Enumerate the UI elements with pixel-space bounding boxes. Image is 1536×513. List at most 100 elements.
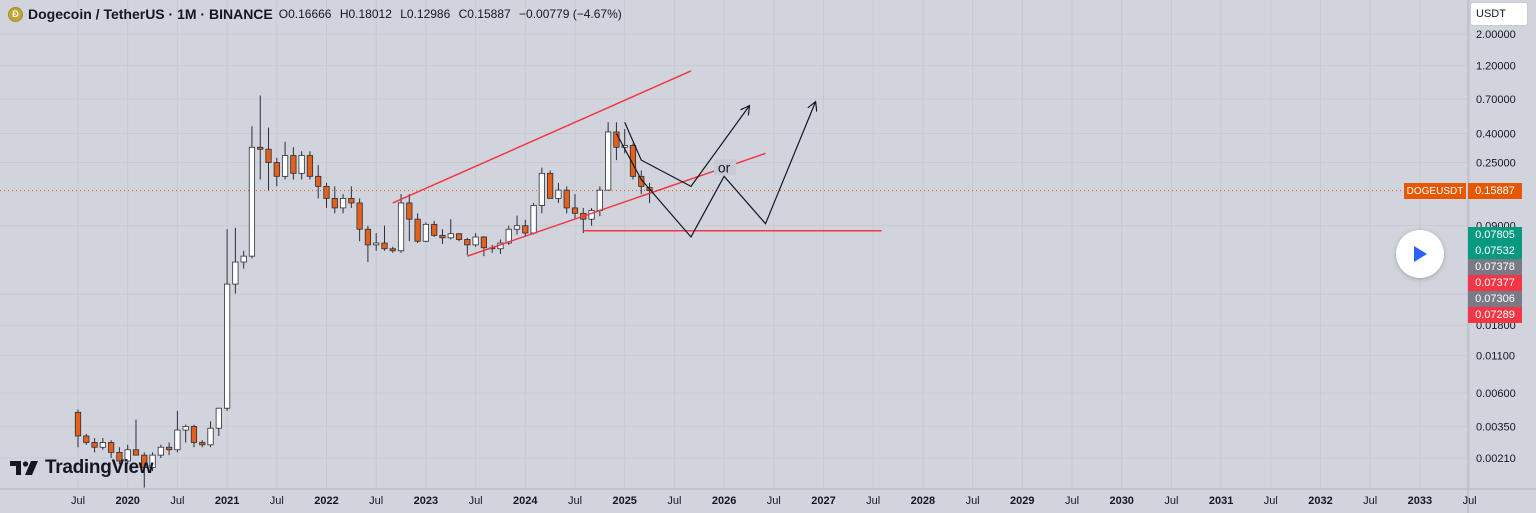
symbol-title[interactable]: Dogecoin / TetherUS · 1M · BINANCE [28,6,273,22]
currency-button[interactable]: USDT [1470,2,1528,26]
candle-body [323,185,330,199]
candle-body [356,202,363,230]
candle-body [149,454,156,468]
candle-body [522,225,529,234]
price-tag: 0.07289 [1468,307,1522,323]
time-tick-label: 2027 [811,495,835,507]
candle-body [364,228,372,246]
time-tick-label: Jul [966,495,980,507]
candlestick-series [74,95,653,488]
channel-trendline[interactable] [392,70,692,204]
time-tick-label: 2020 [115,495,139,507]
candle-body [166,446,173,451]
play-replay-button[interactable] [1396,230,1444,278]
tradingview-logo[interactable]: TradingView [10,457,154,479]
tradingview-logo-text: TradingView [45,457,154,478]
time-tick-label: 2025 [612,495,636,507]
time-tick-label: Jul [568,495,582,507]
ohlc-readout: O0.16666 H0.18012 L0.12986 C0.15887 −0.0… [279,7,627,21]
candle-body [472,236,479,246]
time-tick-label: Jul [1363,495,1377,507]
candle-body [571,207,579,214]
candle-body [605,131,612,191]
candle-body [505,228,512,244]
candle-body [373,242,380,246]
time-tick-label: Jul [1463,495,1477,507]
price-tick-label: 0.25000 [1476,158,1516,170]
candle-body [331,197,338,209]
candle-body [414,218,421,242]
candle-body [538,172,545,206]
candle-body [91,442,98,448]
drawing-annotations[interactable]: or [392,70,882,257]
tradingview-logo-icon [10,461,38,475]
candle-body [265,148,272,163]
projection-path[interactable] [624,106,749,188]
candle-body [182,426,189,431]
price-tag: 0.07532 [1468,243,1522,259]
price-tag: 0.07306 [1468,291,1522,307]
candle-body [257,146,264,150]
time-tick-label: 2021 [215,495,239,507]
candle-body [439,234,446,239]
last-price-symbol-tag: DOGEUSDT [1404,183,1466,199]
candle-body [207,427,214,446]
time-tick-label: Jul [767,495,781,507]
candle-body [132,449,140,456]
price-tick-label: 0.00210 [1476,453,1516,465]
candle-body [464,239,471,246]
time-tick-label: Jul [1264,495,1278,507]
price-tick-label: 0.70000 [1476,94,1516,106]
time-tick-label: Jul [866,495,880,507]
candle-body [108,442,115,453]
time-tick-label: 2032 [1308,495,1332,507]
candle-body [199,442,206,446]
time-tick-label: 2033 [1408,495,1432,507]
candle-body [174,429,181,451]
candle-body [290,155,297,174]
candle-body [223,283,231,409]
candle-body [99,442,106,448]
candle-body [397,202,405,252]
time-tick-label: Jul [1065,495,1079,507]
time-axis[interactable]: Jul 2020 Jul 2021 Jul 2022 Jul 2023 Jul 2024 Jul 20… [0,488,1536,507]
candle-body [116,451,123,462]
price-tick-label: 0.00350 [1476,421,1516,433]
price-tag: 0.07377 [1468,275,1522,291]
candle-body [74,411,82,437]
candle-body [232,261,239,285]
candle-body [455,233,463,240]
grid-lines [0,0,1470,488]
candle-body [422,223,430,242]
price-tick-label: 0.00600 [1476,388,1516,400]
candle-body [215,407,222,429]
candle-body [530,204,537,234]
candle-body [240,255,247,263]
candle-body [588,210,595,220]
time-tick-label: 2024 [513,495,538,507]
open-value: O0.16666 [278,7,332,21]
candle-body [389,248,396,252]
annotation-text[interactable]: or [718,159,731,175]
candle-body [447,233,454,239]
time-tick-label: Jul [71,495,85,507]
projection-path[interactable] [615,103,815,239]
candle-body [480,236,487,249]
price-tick-label: 2.00000 [1476,29,1516,41]
candle-body [381,242,388,250]
time-tick-label: 2023 [414,495,438,507]
time-tick-label: 2031 [1209,495,1233,507]
candle-body [248,146,256,257]
time-tick-label: 2028 [911,495,935,507]
time-tick-label: Jul [667,495,681,507]
play-icon [1414,246,1427,262]
candle-body [513,225,521,230]
candle-body [621,144,628,148]
time-tick-label: Jul [270,495,284,507]
candle-body [348,197,355,204]
time-tick-label: Jul [170,495,184,507]
candle-body [298,155,305,174]
candle-body [190,426,198,443]
candle-body [306,155,314,177]
